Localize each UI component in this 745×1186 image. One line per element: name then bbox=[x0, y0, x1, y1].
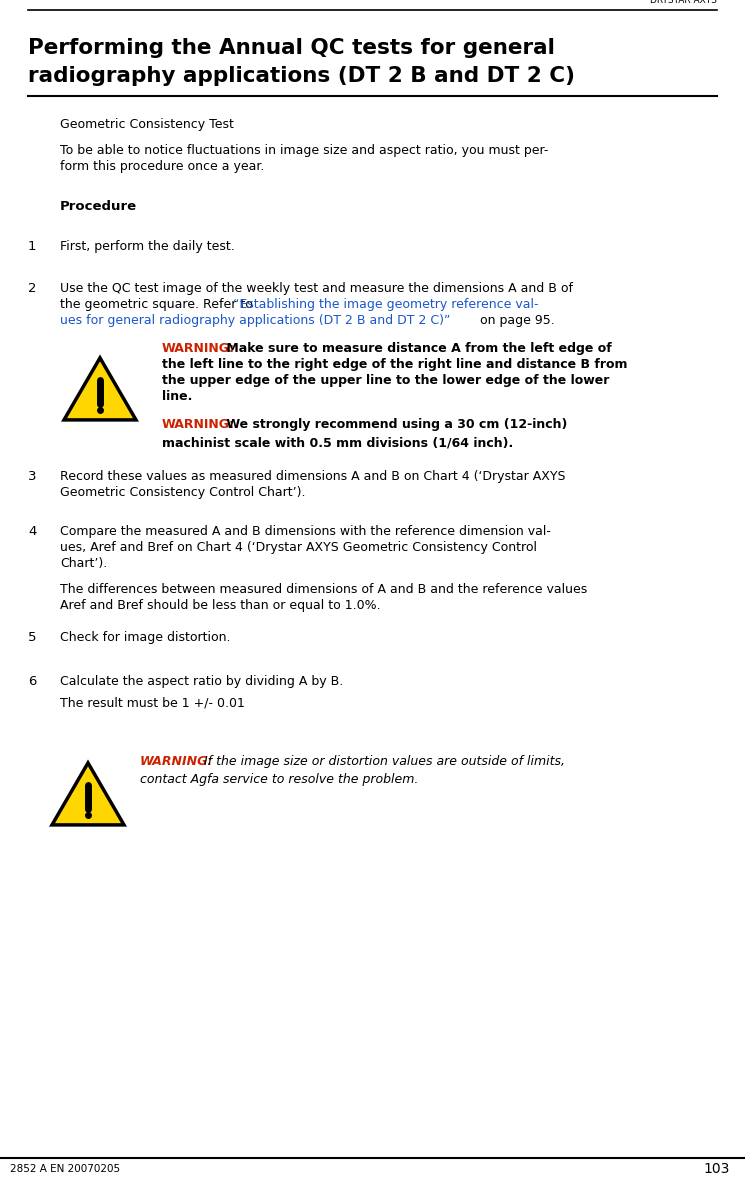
Text: Aref and Bref should be less than or equal to 1.0%.: Aref and Bref should be less than or equ… bbox=[60, 599, 381, 612]
Text: Geometric Consistency Control Chart’).: Geometric Consistency Control Chart’). bbox=[60, 486, 305, 499]
Polygon shape bbox=[64, 358, 136, 420]
Text: “Establishing the image geometry reference val-: “Establishing the image geometry referen… bbox=[233, 298, 539, 311]
Text: line.: line. bbox=[162, 390, 192, 403]
Text: 103: 103 bbox=[703, 1162, 730, 1177]
Text: We strongly recommend using a 30 cm (12-inch): We strongly recommend using a 30 cm (12-… bbox=[222, 417, 568, 431]
Text: the left line to the right edge of the right line and distance B from: the left line to the right edge of the r… bbox=[162, 358, 627, 371]
Text: First, perform the daily test.: First, perform the daily test. bbox=[60, 240, 235, 253]
Text: WARNING:: WARNING: bbox=[140, 755, 213, 769]
Text: contact Agfa service to resolve the problem.: contact Agfa service to resolve the prob… bbox=[140, 773, 419, 786]
Text: The result must be 1 +/- 0.01: The result must be 1 +/- 0.01 bbox=[60, 697, 245, 710]
Text: WARNING:: WARNING: bbox=[162, 417, 235, 431]
Text: 2: 2 bbox=[28, 282, 37, 295]
Polygon shape bbox=[52, 763, 124, 825]
Text: ues for general radiography applications (DT 2 B and DT 2 C)”: ues for general radiography applications… bbox=[60, 314, 451, 327]
Text: 1: 1 bbox=[28, 240, 37, 253]
Text: If the image size or distortion values are outside of limits,: If the image size or distortion values a… bbox=[200, 755, 565, 769]
Text: Geometric Consistency Test: Geometric Consistency Test bbox=[60, 117, 234, 130]
Text: WARNING:: WARNING: bbox=[162, 342, 235, 355]
Text: 5: 5 bbox=[28, 631, 37, 644]
Text: the upper edge of the upper line to the lower edge of the lower: the upper edge of the upper line to the … bbox=[162, 374, 609, 387]
Text: radiography applications (DT 2 B and DT 2 C): radiography applications (DT 2 B and DT … bbox=[28, 66, 575, 87]
Text: on page 95.: on page 95. bbox=[476, 314, 555, 327]
Text: ues, Aref and Bref on Chart 4 (‘Drystar AXYS Geometric Consistency Control: ues, Aref and Bref on Chart 4 (‘Drystar … bbox=[60, 541, 537, 554]
Text: Use the QC test image of the weekly test and measure the dimensions A and B of: Use the QC test image of the weekly test… bbox=[60, 282, 573, 295]
Text: form this procedure once a year.: form this procedure once a year. bbox=[60, 160, 264, 173]
Text: Calculate the aspect ratio by dividing A by B.: Calculate the aspect ratio by dividing A… bbox=[60, 675, 343, 688]
Text: Compare the measured A and B dimensions with the reference dimension val-: Compare the measured A and B dimensions … bbox=[60, 525, 551, 538]
Text: Record these values as measured dimensions A and B on Chart 4 (‘Drystar AXYS: Record these values as measured dimensio… bbox=[60, 470, 565, 483]
Text: Chart’).: Chart’). bbox=[60, 557, 107, 570]
Text: Make sure to measure distance A from the left edge of: Make sure to measure distance A from the… bbox=[222, 342, 612, 355]
Text: Performing the Annual QC tests for general: Performing the Annual QC tests for gener… bbox=[28, 38, 555, 58]
Text: 3: 3 bbox=[28, 470, 37, 483]
Text: DRYSTAR AXYS: DRYSTAR AXYS bbox=[650, 0, 717, 5]
Text: 2852 A EN 20070205: 2852 A EN 20070205 bbox=[10, 1163, 120, 1174]
Text: Check for image distortion.: Check for image distortion. bbox=[60, 631, 230, 644]
Text: 4: 4 bbox=[28, 525, 37, 538]
Text: Procedure: Procedure bbox=[60, 200, 137, 213]
Text: To be able to notice fluctuations in image size and aspect ratio, you must per-: To be able to notice fluctuations in ima… bbox=[60, 144, 548, 157]
Text: the geometric square. Refer to: the geometric square. Refer to bbox=[60, 298, 257, 311]
Text: The differences between measured dimensions of A and B and the reference values: The differences between measured dimensi… bbox=[60, 584, 587, 597]
Text: 6: 6 bbox=[28, 675, 37, 688]
Text: machinist scale with 0.5 mm divisions (1/64 inch).: machinist scale with 0.5 mm divisions (1… bbox=[162, 436, 513, 449]
